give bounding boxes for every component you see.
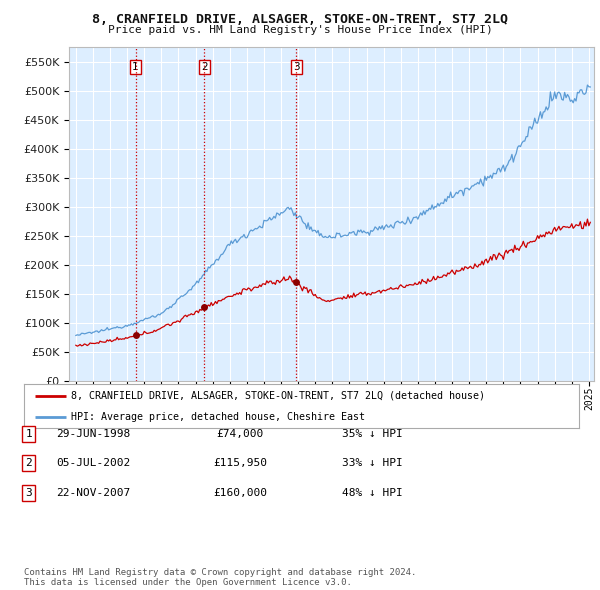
Text: Price paid vs. HM Land Registry's House Price Index (HPI): Price paid vs. HM Land Registry's House … (107, 25, 493, 35)
Text: 33% ↓ HPI: 33% ↓ HPI (341, 458, 403, 468)
Text: 8, CRANFIELD DRIVE, ALSAGER, STOKE-ON-TRENT, ST7 2LQ: 8, CRANFIELD DRIVE, ALSAGER, STOKE-ON-TR… (92, 13, 508, 26)
Text: 2: 2 (201, 62, 208, 72)
Text: £115,950: £115,950 (213, 458, 267, 468)
Text: 29-JUN-1998: 29-JUN-1998 (56, 429, 130, 438)
Text: £160,000: £160,000 (213, 488, 267, 497)
Text: 3: 3 (293, 62, 300, 72)
Text: 35% ↓ HPI: 35% ↓ HPI (341, 429, 403, 438)
Text: 05-JUL-2002: 05-JUL-2002 (56, 458, 130, 468)
Text: £74,000: £74,000 (217, 429, 263, 438)
Text: 48% ↓ HPI: 48% ↓ HPI (341, 488, 403, 497)
Text: 22-NOV-2007: 22-NOV-2007 (56, 488, 130, 497)
Text: Contains HM Land Registry data © Crown copyright and database right 2024.
This d: Contains HM Land Registry data © Crown c… (24, 568, 416, 587)
Text: 2: 2 (25, 458, 32, 468)
Text: 8, CRANFIELD DRIVE, ALSAGER, STOKE-ON-TRENT, ST7 2LQ (detached house): 8, CRANFIELD DRIVE, ALSAGER, STOKE-ON-TR… (71, 391, 485, 401)
Text: 3: 3 (25, 488, 32, 497)
Text: HPI: Average price, detached house, Cheshire East: HPI: Average price, detached house, Ches… (71, 412, 365, 422)
Text: 1: 1 (132, 62, 139, 72)
Text: 1: 1 (25, 429, 32, 438)
